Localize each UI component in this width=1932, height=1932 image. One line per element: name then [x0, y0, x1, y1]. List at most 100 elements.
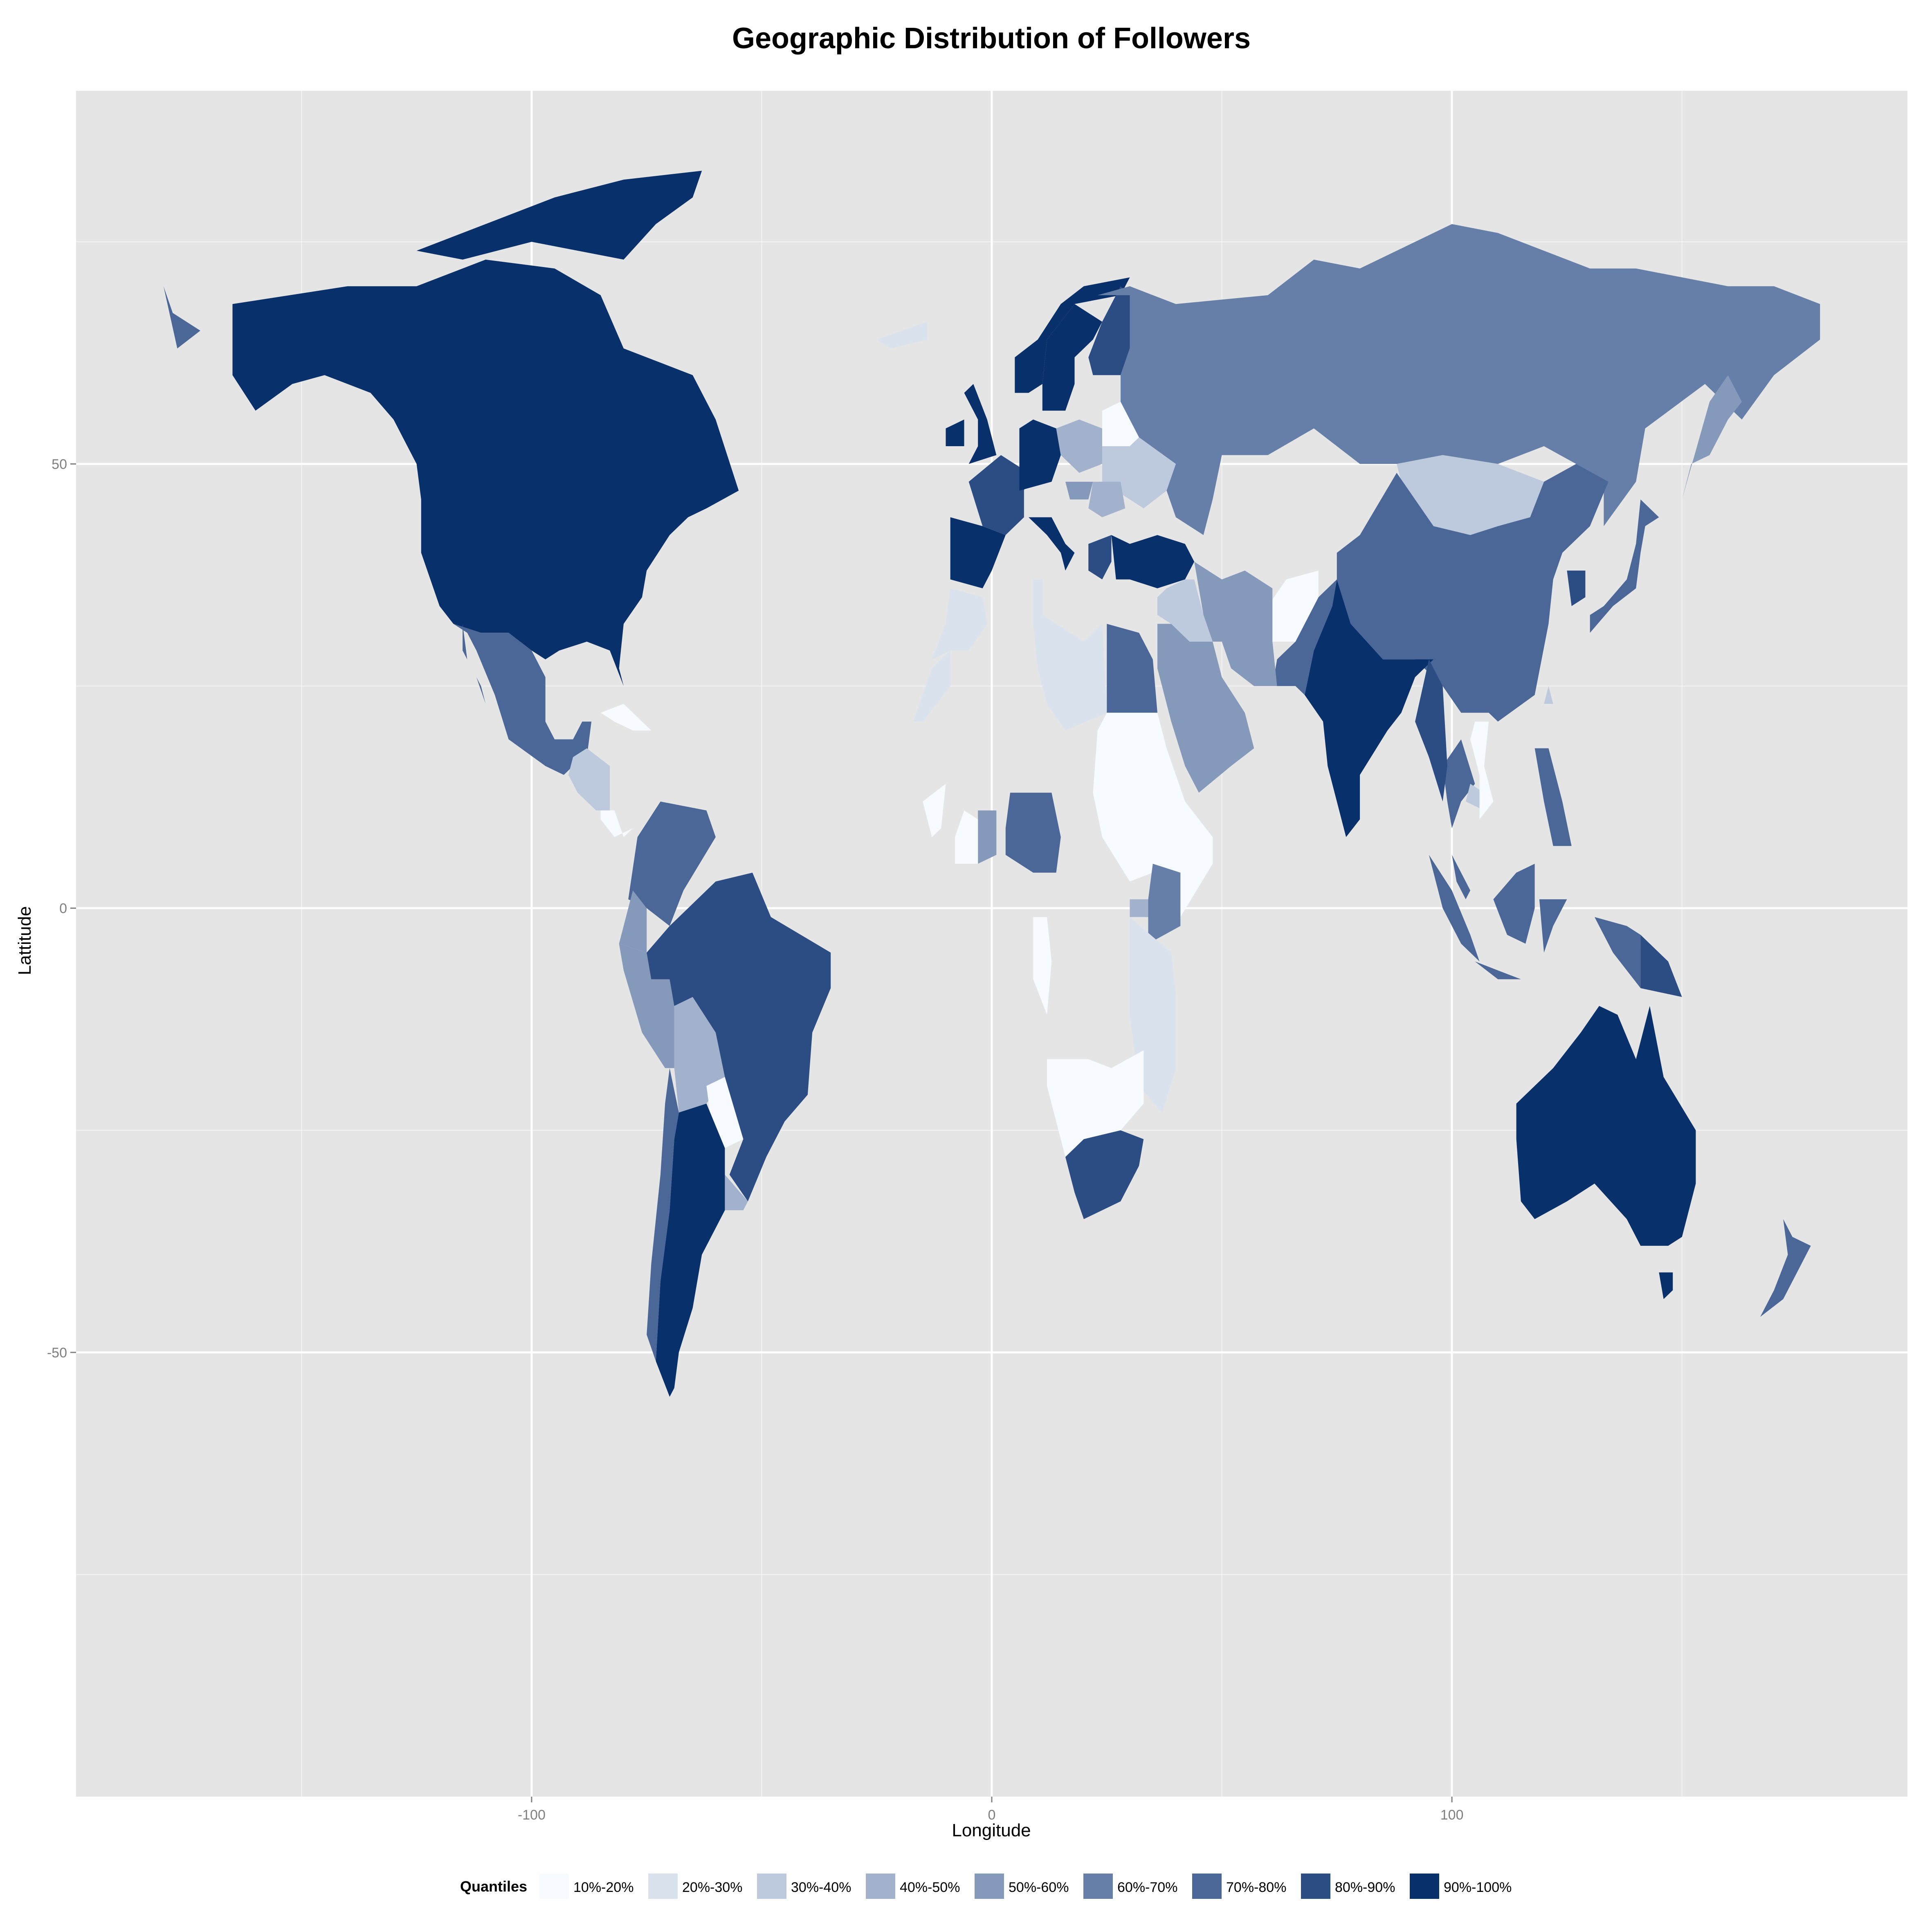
legend-label: 30%-40%	[791, 1880, 851, 1895]
country-region	[1093, 712, 1213, 917]
legend-swatch	[1191, 1873, 1222, 1900]
legend-swatch	[539, 1873, 570, 1900]
country-region	[463, 624, 486, 704]
y-tick-label: 0	[59, 901, 67, 917]
country-region	[1415, 659, 1447, 802]
country-region	[1470, 721, 1494, 820]
y-tick-label: 50	[52, 456, 67, 472]
country-region	[1130, 899, 1148, 917]
country-region	[647, 872, 831, 1202]
country-region	[1544, 686, 1553, 704]
legend-swatch	[647, 1873, 678, 1900]
country-region	[1102, 402, 1139, 446]
legend-label: 10%-20%	[573, 1880, 634, 1895]
country-region	[1111, 535, 1195, 589]
country-region	[950, 517, 1006, 589]
country-region	[1760, 1219, 1811, 1317]
country-region	[1065, 481, 1093, 500]
country-region	[163, 286, 200, 348]
country-region	[1033, 579, 1107, 731]
country-region	[932, 588, 987, 660]
country-region	[1024, 517, 1075, 571]
country-region	[1148, 864, 1181, 944]
country-region	[1088, 286, 1130, 375]
country-region	[1047, 1050, 1144, 1157]
country-regions	[163, 171, 1820, 1397]
country-region	[1033, 917, 1052, 1015]
country-region	[1337, 464, 1609, 722]
country-region	[1088, 481, 1126, 517]
legend-label: 60%-70%	[1117, 1880, 1177, 1895]
country-region	[416, 171, 702, 260]
country-region	[1157, 624, 1254, 793]
country-region	[1397, 455, 1544, 535]
country-region	[1268, 571, 1319, 642]
legend-swatch	[1083, 1873, 1114, 1900]
country-region	[1065, 1130, 1144, 1219]
country-region	[232, 259, 739, 686]
country-region	[1097, 224, 1820, 535]
country-region	[1088, 535, 1112, 580]
country-region	[600, 810, 633, 837]
country-region	[453, 624, 592, 775]
legend-label: 20%-30%	[682, 1880, 742, 1895]
country-region	[946, 419, 964, 446]
country-region	[568, 748, 610, 811]
legend-label: 40%-50%	[900, 1880, 960, 1895]
country-region	[706, 1077, 744, 1148]
country-region	[923, 784, 946, 837]
country-region	[1539, 899, 1567, 953]
country-region	[1640, 935, 1682, 997]
x-tick-label: 100	[1440, 1807, 1464, 1823]
country-region	[1005, 793, 1061, 873]
country-region	[619, 890, 647, 953]
legend-label: 70%-80%	[1226, 1880, 1286, 1895]
country-region	[1534, 748, 1572, 846]
x-axis-label: Longitude	[952, 1820, 1031, 1840]
country-region	[1194, 562, 1277, 686]
country-region	[1590, 499, 1659, 633]
legend-label: 90%-100%	[1444, 1880, 1512, 1895]
y-tick-label: -50	[47, 1345, 67, 1361]
country-region	[955, 810, 978, 864]
country-region	[876, 321, 928, 348]
country-region	[1107, 624, 1157, 713]
legend-title: Quantiles	[460, 1878, 527, 1895]
country-region	[1042, 304, 1102, 411]
country-region	[964, 384, 997, 464]
country-region	[1493, 864, 1535, 944]
legend-label: 80%-90%	[1335, 1880, 1395, 1895]
legend-swatch	[1300, 1873, 1331, 1900]
country-region	[1475, 961, 1521, 979]
y-axis-label: Lattitude	[15, 906, 35, 975]
country-region	[725, 1175, 748, 1211]
country-region	[1442, 739, 1475, 829]
country-region	[1056, 419, 1102, 473]
legend: Quantiles 10%-20% 20%-30% 30%-40% 40%-50% 50…	[460, 1873, 1512, 1900]
country-region	[1452, 855, 1471, 899]
country-region	[1659, 1272, 1673, 1299]
legend-swatch	[1409, 1873, 1440, 1900]
country-region	[647, 1068, 679, 1361]
country-region	[1157, 579, 1213, 642]
country-region	[978, 810, 997, 864]
country-region	[628, 801, 716, 926]
country-region	[1594, 917, 1641, 988]
country-region	[1305, 579, 1434, 837]
country-region	[913, 650, 950, 722]
legend-swatch	[756, 1873, 787, 1900]
legend-label: 50%-60%	[1009, 1880, 1069, 1895]
country-region	[1015, 277, 1130, 393]
country-region	[656, 1103, 725, 1397]
country-region	[1429, 855, 1480, 962]
country-region	[968, 455, 1029, 535]
y-axis-ticks: 50 0 -50	[47, 456, 76, 1361]
country-region	[1682, 375, 1742, 500]
x-axis-ticks: -100 0 100	[518, 1797, 1464, 1823]
country-region	[1272, 579, 1337, 695]
x-tick-label: 0	[988, 1807, 996, 1823]
country-region	[1019, 419, 1061, 491]
country-region	[600, 704, 651, 731]
country-region	[1567, 571, 1586, 606]
